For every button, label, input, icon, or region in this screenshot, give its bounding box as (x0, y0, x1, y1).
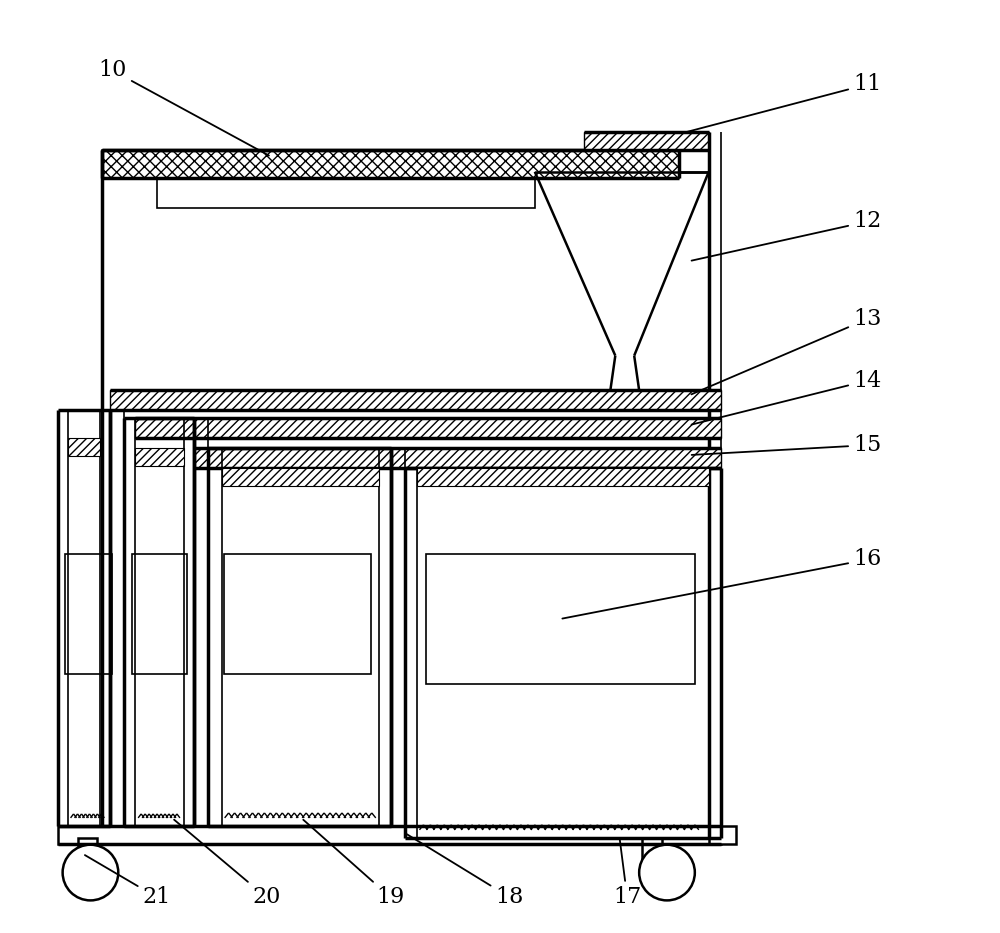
Bar (58, 826, 721, 843)
Bar (132, 554, 187, 674)
Bar (642, 838, 662, 866)
Circle shape (63, 844, 118, 900)
Text: 17: 17 (613, 839, 641, 909)
Circle shape (639, 844, 695, 900)
Text: 20: 20 (174, 820, 281, 909)
Text: 16: 16 (562, 549, 882, 619)
Bar (584, 150, 709, 172)
Text: 13: 13 (691, 308, 882, 395)
Bar (65, 554, 112, 674)
Bar (102, 150, 679, 177)
Bar (584, 132, 709, 150)
Bar (194, 448, 721, 468)
Text: 19: 19 (303, 820, 405, 909)
Text: 12: 12 (692, 211, 882, 260)
Bar (222, 468, 379, 486)
Bar (68, 439, 100, 456)
Bar (135, 448, 184, 466)
Bar (224, 554, 371, 674)
Text: 11: 11 (682, 74, 882, 133)
Bar (78, 838, 97, 866)
Text: 21: 21 (85, 855, 171, 909)
Text: 14: 14 (692, 369, 882, 425)
Bar (110, 390, 721, 411)
Text: 15: 15 (692, 434, 882, 456)
Bar (426, 554, 695, 684)
Text: 18: 18 (407, 834, 524, 909)
Bar (157, 177, 535, 207)
Bar (417, 468, 709, 486)
Bar (709, 826, 736, 843)
Bar (135, 418, 721, 439)
Text: 10: 10 (98, 60, 269, 156)
